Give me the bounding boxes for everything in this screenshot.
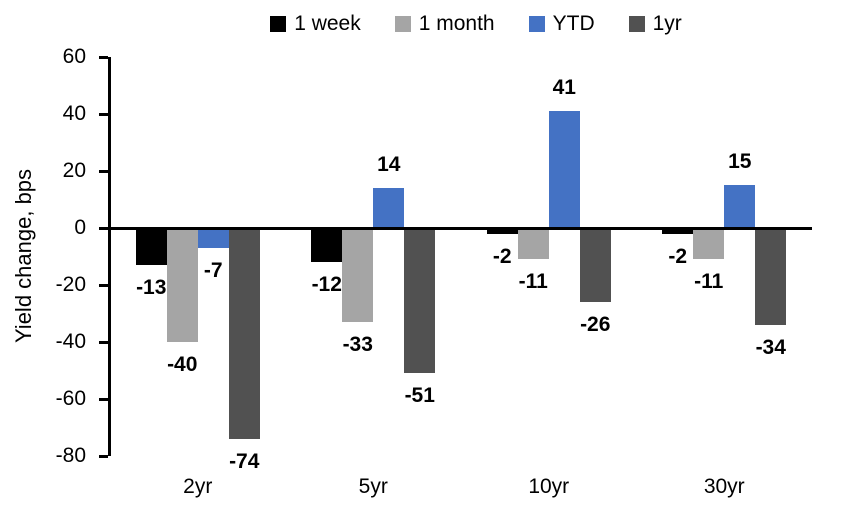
y-tick-label: -80 — [55, 444, 86, 467]
data-label-ytd-10yr: 41 — [552, 76, 576, 100]
bar-1-week-30yr — [662, 228, 694, 234]
y-tick-mark — [99, 283, 108, 287]
bar-ytd-30yr — [724, 185, 756, 228]
legend-label: 1 week — [294, 12, 361, 35]
data-label-1yr-2yr: -74 — [229, 449, 260, 473]
y-tick-mark — [99, 55, 108, 59]
y-tick-label: -20 — [55, 273, 86, 296]
legend-label: YTD — [552, 12, 595, 35]
legend: 1 week 1 month YTD 1yr — [110, 9, 842, 39]
bar-1yr-5yr — [404, 228, 436, 374]
legend-swatch-icon — [628, 16, 645, 32]
y-tick-label: 0 — [74, 216, 86, 239]
bar-1yr-30yr — [755, 228, 787, 325]
bar-ytd-5yr — [373, 188, 405, 228]
data-label-1-month-2yr: -40 — [167, 353, 198, 376]
legend-label: 1yr — [652, 12, 682, 35]
y-tick-label: 20 — [62, 159, 86, 182]
y-axis-line — [108, 57, 111, 456]
y-tick-label: -40 — [55, 330, 86, 353]
bar-ytd-2yr — [197, 228, 229, 248]
data-label-1yr-30yr: -34 — [755, 335, 786, 359]
x-category-label-5yr: 5yr — [358, 475, 388, 498]
legend-label: 1 month — [418, 12, 495, 35]
x-category-label-30yr: 30yr — [703, 475, 745, 498]
y-tick-label: -60 — [55, 387, 86, 410]
data-label-1-week-30yr: -2 — [668, 244, 688, 268]
bar-1-month-30yr — [693, 228, 725, 260]
data-label-ytd-2yr: -7 — [203, 258, 223, 282]
legend-item-ytd: YTD — [528, 12, 595, 35]
y-tick-mark — [99, 340, 108, 344]
data-label-1-week-2yr: -13 — [136, 276, 167, 300]
y-tick-mark — [99, 397, 108, 401]
bar-1-month-10yr — [517, 228, 549, 260]
x-category-label-2yr: 2yr — [183, 475, 213, 498]
bar-1-week-10yr — [486, 228, 518, 234]
data-label-1yr-10yr: -26 — [580, 313, 611, 337]
data-label-1-week-5yr: -12 — [311, 273, 342, 297]
legend-swatch-icon — [528, 16, 545, 32]
bar-1-month-2yr — [166, 228, 198, 342]
y-tick-label: 60 — [62, 45, 86, 68]
y-tick-label: 40 — [62, 102, 86, 125]
bar-1yr-2yr — [228, 228, 260, 439]
data-label-1-week-10yr: -2 — [492, 244, 512, 268]
data-label-1-month-10yr: -11 — [518, 270, 548, 294]
data-label-ytd-5yr: 14 — [377, 153, 401, 177]
data-label-1yr-5yr: -51 — [404, 384, 435, 408]
legend-swatch-icon — [270, 16, 287, 32]
data-label-1-month-30yr: -11 — [694, 270, 724, 294]
zero-axis-line — [110, 226, 812, 230]
data-label-ytd-30yr: 15 — [728, 150, 752, 174]
legend-item-1yr: 1yr — [628, 12, 682, 35]
legend-item-1-week: 1 week — [270, 13, 361, 35]
y-axis-title: Yield change, bps — [11, 168, 36, 344]
bar-1yr-10yr — [579, 228, 611, 303]
x-category-label-10yr: 10yr — [528, 475, 570, 498]
bar-ytd-10yr — [548, 111, 580, 228]
bar-1-month-5yr — [342, 228, 374, 323]
y-tick-mark — [99, 169, 108, 173]
data-label-1-month-5yr: -33 — [342, 333, 373, 357]
y-tick-mark — [99, 454, 108, 458]
y-tick-mark — [99, 226, 108, 230]
bar-1-week-5yr — [311, 228, 343, 263]
y-tick-mark — [99, 112, 108, 116]
bar-1-week-2yr — [135, 228, 167, 266]
legend-swatch-icon — [394, 16, 411, 32]
legend-item-1-month: 1 month — [394, 12, 495, 35]
